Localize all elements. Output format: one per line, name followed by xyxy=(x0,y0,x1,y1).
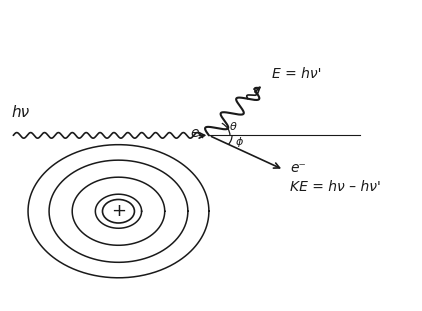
Text: hν: hν xyxy=(11,105,30,120)
Text: E = hν': E = hν' xyxy=(272,67,321,81)
Text: e: e xyxy=(190,126,198,140)
Text: e⁻: e⁻ xyxy=(290,161,306,175)
Text: θ: θ xyxy=(230,122,237,132)
Text: ϕ: ϕ xyxy=(235,137,243,147)
Text: KE = hν – hν': KE = hν – hν' xyxy=(290,180,381,194)
Text: +: + xyxy=(111,202,126,220)
